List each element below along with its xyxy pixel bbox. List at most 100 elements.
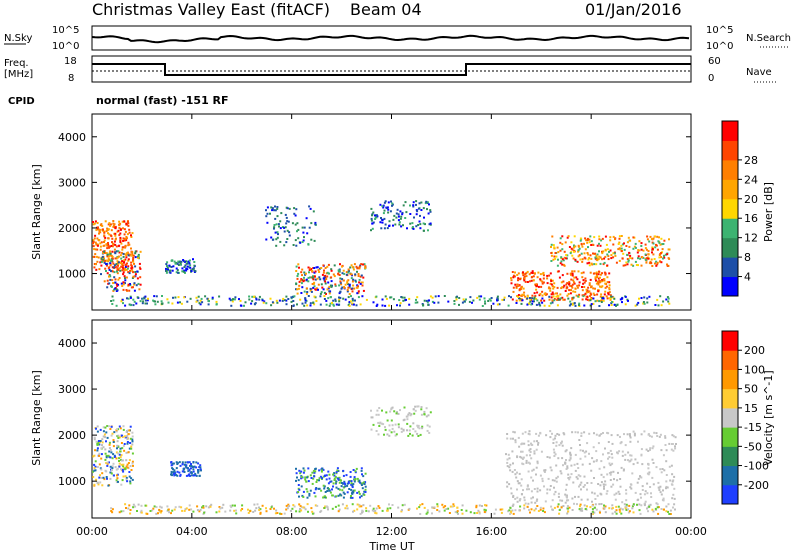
data-cell bbox=[640, 297, 643, 299]
data-cell bbox=[189, 266, 192, 269]
data-cell bbox=[383, 227, 386, 230]
data-cell bbox=[579, 509, 582, 512]
data-cell bbox=[660, 252, 663, 254]
data-cell bbox=[553, 455, 556, 457]
data-cell bbox=[111, 260, 114, 263]
data-cell bbox=[356, 508, 359, 511]
data-cell bbox=[541, 297, 544, 300]
data-cell bbox=[100, 223, 103, 226]
data-cell bbox=[106, 253, 109, 256]
data-cell bbox=[531, 300, 534, 303]
data-cell bbox=[392, 218, 395, 221]
data-cell bbox=[300, 477, 303, 480]
data-cell bbox=[533, 440, 536, 443]
data-cell bbox=[612, 252, 615, 255]
data-cell bbox=[516, 500, 519, 503]
data-cell bbox=[314, 223, 317, 226]
data-cell bbox=[621, 243, 624, 246]
data-cell bbox=[569, 284, 572, 287]
data-cell bbox=[109, 449, 112, 451]
data-cell bbox=[583, 304, 586, 307]
data-cell bbox=[115, 237, 117, 240]
data-cell bbox=[417, 435, 420, 437]
data-cell bbox=[132, 304, 135, 307]
freq-frame bbox=[91, 55, 692, 83]
data-cell bbox=[258, 298, 261, 301]
data-cell bbox=[601, 258, 603, 261]
data-cell bbox=[153, 505, 156, 508]
data-cell bbox=[112, 224, 115, 227]
data-cell bbox=[506, 485, 509, 488]
data-cell bbox=[517, 436, 520, 439]
data-cell bbox=[448, 512, 451, 514]
data-cell bbox=[555, 441, 558, 444]
data-cell bbox=[122, 463, 125, 466]
data-cell bbox=[662, 454, 665, 457]
data-cell bbox=[539, 489, 542, 492]
data-cell bbox=[111, 465, 114, 468]
data-cell bbox=[600, 473, 603, 476]
data-cell bbox=[322, 468, 325, 471]
data-cell bbox=[428, 425, 431, 428]
data-cell bbox=[296, 476, 298, 479]
data-cell bbox=[657, 240, 660, 243]
data-cell bbox=[131, 438, 134, 441]
data-cell bbox=[519, 498, 522, 500]
data-cell bbox=[608, 291, 611, 294]
data-cell bbox=[116, 270, 118, 273]
data-cell bbox=[465, 509, 468, 512]
data-cell bbox=[598, 503, 601, 506]
data-cell bbox=[520, 478, 523, 481]
data-cell bbox=[124, 475, 127, 478]
data-cell bbox=[331, 494, 334, 497]
data-cell bbox=[302, 496, 305, 498]
data-cell bbox=[633, 434, 636, 437]
data-cell bbox=[307, 280, 310, 283]
data-cell bbox=[140, 504, 143, 507]
data-cell bbox=[569, 300, 572, 303]
data-cell bbox=[323, 291, 326, 294]
data-cell bbox=[346, 281, 349, 284]
data-cell bbox=[550, 246, 552, 248]
data-cell bbox=[402, 428, 405, 431]
data-cell bbox=[100, 241, 103, 244]
data-cell bbox=[606, 248, 609, 251]
data-cell bbox=[112, 453, 115, 456]
data-cell bbox=[587, 291, 590, 294]
data-cell bbox=[654, 304, 657, 306]
data-cell bbox=[99, 261, 102, 264]
data-cell bbox=[188, 504, 191, 507]
data-cell bbox=[198, 466, 201, 469]
data-cell bbox=[314, 467, 317, 470]
data-cell bbox=[292, 305, 295, 307]
data-cell bbox=[647, 257, 650, 260]
data-cell bbox=[581, 258, 584, 261]
data-cell bbox=[528, 297, 531, 299]
data-cell bbox=[593, 236, 596, 239]
data-cell bbox=[434, 295, 437, 298]
data-cell bbox=[602, 250, 605, 253]
colorbar-swatch bbox=[722, 257, 738, 278]
data-cell bbox=[645, 248, 648, 251]
data-cell bbox=[607, 292, 610, 295]
data-cell bbox=[308, 492, 311, 495]
data-cell bbox=[516, 496, 519, 499]
data-cell bbox=[512, 290, 515, 293]
data-cell bbox=[281, 226, 284, 228]
data-cell bbox=[564, 461, 567, 464]
data-cell bbox=[313, 239, 316, 242]
data-cell bbox=[329, 296, 332, 298]
data-cell bbox=[118, 460, 120, 462]
data-cell bbox=[664, 444, 667, 446]
data-cell bbox=[187, 470, 190, 473]
data-cell bbox=[339, 263, 341, 266]
data-cell bbox=[539, 506, 542, 509]
data-cell bbox=[651, 476, 654, 479]
data-cell bbox=[231, 300, 234, 303]
data-cell bbox=[130, 236, 133, 238]
data-cell bbox=[303, 236, 305, 239]
data-cell bbox=[541, 480, 544, 483]
data-cell bbox=[176, 269, 179, 272]
data-cell bbox=[329, 284, 332, 287]
data-cell bbox=[560, 506, 563, 509]
